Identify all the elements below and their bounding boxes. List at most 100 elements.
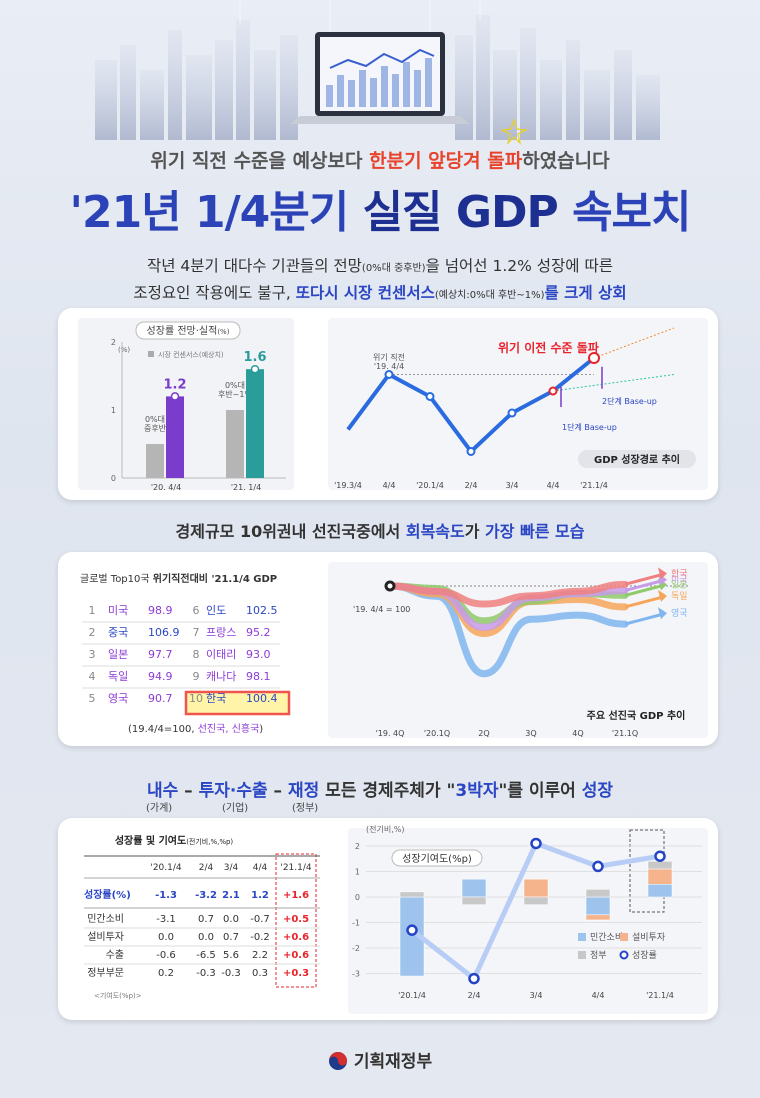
country-name: 인도 — [206, 604, 226, 617]
title-bold: 실질 GDP — [362, 187, 559, 238]
x-tick-label: '19. 4Q — [376, 729, 405, 738]
cell-value: +0.6 — [283, 932, 309, 943]
cell-value: -3.1 — [156, 914, 176, 925]
subtitle-highlight: 한분기 앞당겨 돌파 — [369, 150, 523, 172]
section3-d: 3박자 — [455, 781, 499, 801]
section2-hl1: 회복속도 — [405, 522, 465, 541]
recovery-card: 글로벌 Top10국 위기직전대비 '21.1/4 GDP 1 미국 98.9 2 중국… — [58, 552, 718, 746]
bar-panel-title: 성장률 전망·실적(%) — [147, 325, 230, 337]
section3-title: 내수 – 투자·수출 – 재정 모든 경제주체가 "3박자"를 이루어 성장 — [0, 776, 760, 801]
bar-y-unit: (%) — [118, 346, 130, 354]
row-label: 정부부문 — [87, 967, 124, 979]
latest-col-highlight — [275, 853, 317, 988]
x-tick-label: 3/4 — [506, 481, 519, 490]
country-value: 106.9 — [148, 626, 180, 639]
x-tick-label: 3Q — [525, 729, 536, 738]
y-tick-label: 0 — [355, 893, 360, 902]
contrib-bar-정부 — [399, 891, 425, 898]
x-tick-label: '21. 1/4 — [231, 483, 261, 492]
line-panel-bg — [328, 318, 708, 490]
subtitle-text: 위기 직전 수준을 예상보다 — [150, 150, 370, 172]
y-tick-label: 0 — [111, 474, 116, 483]
series-arrow — [624, 572, 664, 586]
base-up-1-label: 1단계 Base-up — [562, 422, 617, 432]
col-header: 3/4 — [224, 863, 239, 873]
cell-value: 2.2 — [252, 950, 268, 961]
cell-value: -0.7 — [250, 914, 270, 925]
trend-line-mid — [552, 374, 675, 392]
cell-value: -0.6 — [156, 950, 176, 961]
legend-label: 성장률 — [632, 950, 657, 961]
bar-marks: '20. 4/4 0%대 중후반 1.2 '21. 1/4 0%대 후반~1% 1.6 — [144, 350, 267, 492]
section2-title: 경제규모 10위권내 선진국중에서 회복속도가 가장 빠른 모습 — [0, 518, 760, 542]
consensus-label: 0%대 후반~1% — [218, 381, 253, 399]
section3-sub-a: (가계) — [146, 803, 173, 814]
rank: 4 — [89, 670, 96, 683]
x-tick-label: '21.1/4 — [580, 481, 608, 490]
section3-dash1: – — [178, 781, 199, 801]
contrib-chart: 2 1 0 -1 -2 -3 '20.1/4 2/4 3/4 4/4 '21.1/4 — [352, 837, 702, 1000]
section3-e: 성장 — [581, 781, 614, 801]
intro-line1-a: 작년 4분기 대다수 기관들의 전망 — [146, 257, 362, 275]
series-arrow — [624, 579, 664, 592]
line-caption: GDP 성장경로 추이 — [594, 453, 680, 466]
arrowhead — [658, 589, 667, 602]
cell-value: 0.0 — [223, 914, 239, 925]
section3-sub-c: (정부) — [292, 803, 319, 814]
section3-rest: 모든 경제주체가 " — [319, 781, 456, 801]
legend-label: 정부 — [590, 950, 607, 961]
gdp-path-point — [548, 386, 558, 396]
subtitle: 위기 직전 수준을 예상보다 한분기 앞당겨 돌파하였습니다 — [0, 146, 760, 173]
taegeuk-logo-icon — [328, 1052, 347, 1070]
contrib-bar-정부 — [647, 861, 673, 870]
actual-point — [170, 392, 180, 401]
section2-pre: 경제규모 10위권내 선진국중에서 — [175, 522, 406, 541]
contribution-charts: 성장률 및 기여도(전기비,%,%p) '20.1/4 2/4 3/4 4/4 '21.… — [84, 824, 708, 1014]
cell-value: +1.6 — [283, 890, 309, 901]
cell-value: +0.3 — [283, 968, 309, 979]
x-tick-label: 2Q — [478, 729, 489, 738]
intro-line1-b: 을 넘어선 1.2% 성장에 따른 — [425, 257, 614, 275]
cell-value: 0.7 — [223, 932, 239, 943]
contrib-table-title: 성장률 및 기여도(전기비,%,%p) — [115, 834, 234, 847]
section3-c: 재정 — [287, 781, 320, 801]
contrib-bar-민간소비 — [585, 896, 611, 916]
consensus-label: 0%대 중후반 — [144, 415, 167, 433]
consensus-bar — [226, 410, 244, 478]
series-label: 미국 — [671, 575, 688, 586]
country-value: 100.4 — [246, 692, 278, 705]
cell-value: -3.2 — [195, 890, 217, 901]
sparkle-icon — [500, 117, 529, 146]
actual-point — [250, 364, 260, 374]
cell-value: 2.1 — [222, 890, 240, 901]
x-tick-label: 4/4 — [547, 481, 560, 490]
gdp-path-point — [466, 447, 476, 456]
x-tick-label: 4/4 — [592, 991, 605, 1000]
x-tick-label: '21.1Q — [612, 729, 638, 738]
laptop-icon — [290, 32, 470, 124]
legend-swatch — [578, 933, 586, 941]
y-tick-label: -1 — [352, 919, 360, 928]
rank: 5 — [89, 692, 96, 705]
series-arrow — [624, 595, 664, 609]
country-value: 98.9 — [148, 604, 173, 617]
row-label: 민간소비 — [87, 913, 124, 925]
contrib-table: '20.1/4 2/4 3/4 4/4 '21.1/4 성장률(%) -1.3 -3.2 2.1… — [84, 863, 320, 979]
series-line-한국 — [386, 580, 629, 608]
x-tick-label: 2/4 — [468, 991, 481, 1000]
section3-rest2: "를 이루어 — [498, 781, 582, 801]
country-name: 영국 — [108, 692, 128, 705]
actual-value-label: 1.2 — [163, 377, 186, 392]
contrib-note: <기여도(%p)> — [94, 991, 142, 1000]
cell-value: -0.2 — [250, 932, 270, 943]
row-label: 성장률(%) — [84, 888, 131, 901]
cell-value: -0.3 — [196, 968, 216, 979]
col-header: 2/4 — [199, 863, 214, 873]
section3-dash2: – — [267, 781, 288, 801]
rank: 8 — [193, 648, 200, 661]
intro-text: 작년 4분기 대다수 기관들의 전망(0%대 중후반)을 넘어선 1.2% 성장… — [0, 254, 760, 308]
footer-org: 기획재정부 — [353, 1052, 433, 1072]
contribution-card: 성장률 및 기여도(전기비,%,%p) '20.1/4 2/4 3/4 4/4 '21.… — [58, 818, 718, 1020]
